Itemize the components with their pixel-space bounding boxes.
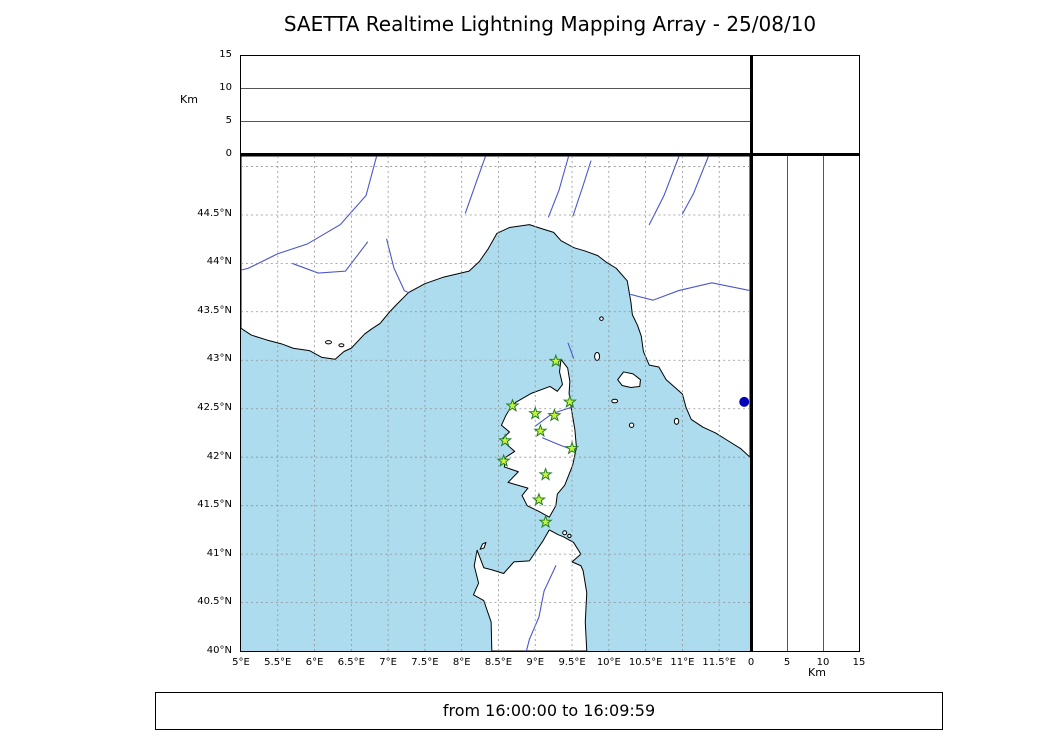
sardinia — [472, 529, 588, 651]
panel-divider-vertical — [750, 55, 753, 652]
alt-gridline-10km — [241, 88, 750, 89]
alt-tick-label-bottom: 5 — [783, 657, 791, 668]
lon-tick-label: 9°E — [526, 657, 545, 668]
panel-divider-horizontal — [240, 153, 860, 156]
maddalena-islet-2 — [567, 533, 572, 539]
alt-tick-label-bottom: 10 — [816, 657, 830, 668]
alt-gridline-10km-right — [823, 156, 824, 651]
event-dot — [739, 396, 750, 407]
sea-streak — [567, 342, 575, 359]
alt-tick-label-left: 5 — [225, 115, 232, 126]
map-grid — [241, 156, 750, 651]
lat-tick-label: 42°N — [206, 450, 232, 462]
river-trebbia — [547, 156, 569, 218]
page-title: SAETTA Realtime Lightning Mapping Array … — [283, 12, 817, 36]
station-marker — [547, 408, 562, 422]
plot-border-left — [240, 55, 241, 652]
lon-tick-label: 8.5°E — [484, 657, 513, 668]
station-marker — [538, 514, 553, 529]
altitude-axis-label-left: Km — [180, 93, 198, 106]
lon-tick-label: 7.5°E — [411, 657, 439, 668]
lon-tick-label: 6°E — [305, 657, 324, 668]
station-markers — [496, 353, 580, 529]
lat-tick-label: 43.5°N — [197, 304, 232, 316]
asinara-island — [479, 541, 487, 550]
station-marker — [564, 440, 580, 455]
giglio-island — [673, 417, 680, 425]
station-marker — [528, 406, 543, 420]
elba-island — [617, 371, 641, 388]
station-marker — [548, 353, 563, 368]
caption-box: from 16:00:00 to 16:09:59 — [155, 692, 943, 730]
map-panel — [241, 156, 750, 651]
station-marker — [562, 394, 577, 409]
river-var — [386, 238, 409, 293]
lon-tick-label: 5°E — [232, 657, 250, 668]
lat-tick-label: 43°N — [206, 353, 232, 365]
lon-tick-label: 5.5°E — [264, 657, 292, 668]
plot-border-top — [240, 55, 860, 56]
alt-tick-label-left: 10 — [219, 82, 232, 93]
lon-tick-label: 10°E — [596, 657, 621, 668]
lat-tick-label: 44.5°N — [197, 207, 232, 219]
alt-tick-label-left: 0 — [225, 148, 232, 159]
station-marker — [505, 398, 520, 412]
plot-border-right — [859, 55, 860, 652]
lon-tick-label: 10.5°E — [628, 657, 663, 668]
station-marker — [496, 453, 511, 468]
alt-tick-label-bottom: 0 — [747, 657, 755, 668]
alt-tick-label-left: 15 — [219, 49, 232, 60]
lat-tick-label: 40.5°N — [197, 596, 232, 608]
lat-tick-label: 41.5°N — [197, 499, 232, 511]
lon-tick-label: 11°E — [670, 657, 695, 668]
river-durance — [241, 156, 377, 271]
maddalena-islet-1 — [562, 530, 568, 536]
alt-gridline-5km-right — [787, 156, 788, 651]
lon-tick-label: 8°E — [452, 657, 471, 668]
station-marker — [498, 433, 513, 447]
caption-text: from 16:00:00 to 16:09:59 — [442, 701, 656, 720]
capraia-island — [594, 351, 601, 361]
lon-tick-label: 6.5°E — [337, 657, 365, 668]
lat-tick-label: 42.5°N — [197, 402, 232, 413]
pianosa-island — [611, 398, 619, 404]
station-marker — [531, 492, 547, 506]
altitude-axis-label-bottom: Km — [808, 666, 826, 679]
river-panaro — [681, 156, 709, 215]
river-tanaro — [464, 156, 486, 214]
lon-tick-label: 7°E — [379, 657, 397, 668]
plot-border-bottom — [240, 651, 860, 652]
montecristo-island — [628, 422, 635, 428]
lon-tick-label: 11.5°E — [702, 657, 736, 668]
station-marker — [538, 467, 553, 481]
lat-tick-label: 44°N — [206, 256, 232, 268]
alt-tick-label-bottom: 15 — [852, 657, 866, 668]
hyeres-islet-2 — [338, 343, 345, 348]
river-verdon — [292, 241, 369, 274]
lat-tick-label: 40°N — [206, 645, 232, 656]
river-tirso — [525, 565, 557, 651]
river-arno — [630, 282, 750, 301]
river-taro — [572, 160, 592, 217]
station-marker — [533, 423, 548, 438]
alt-gridline-5km — [241, 121, 750, 122]
lat-tick-label: 41°N — [206, 547, 232, 559]
corsica — [500, 358, 577, 518]
gorgona-island — [599, 316, 604, 321]
hyeres-islet-1 — [325, 340, 332, 345]
lon-tick-label: 9.5°E — [558, 657, 586, 668]
mainland-coast — [241, 156, 750, 458]
